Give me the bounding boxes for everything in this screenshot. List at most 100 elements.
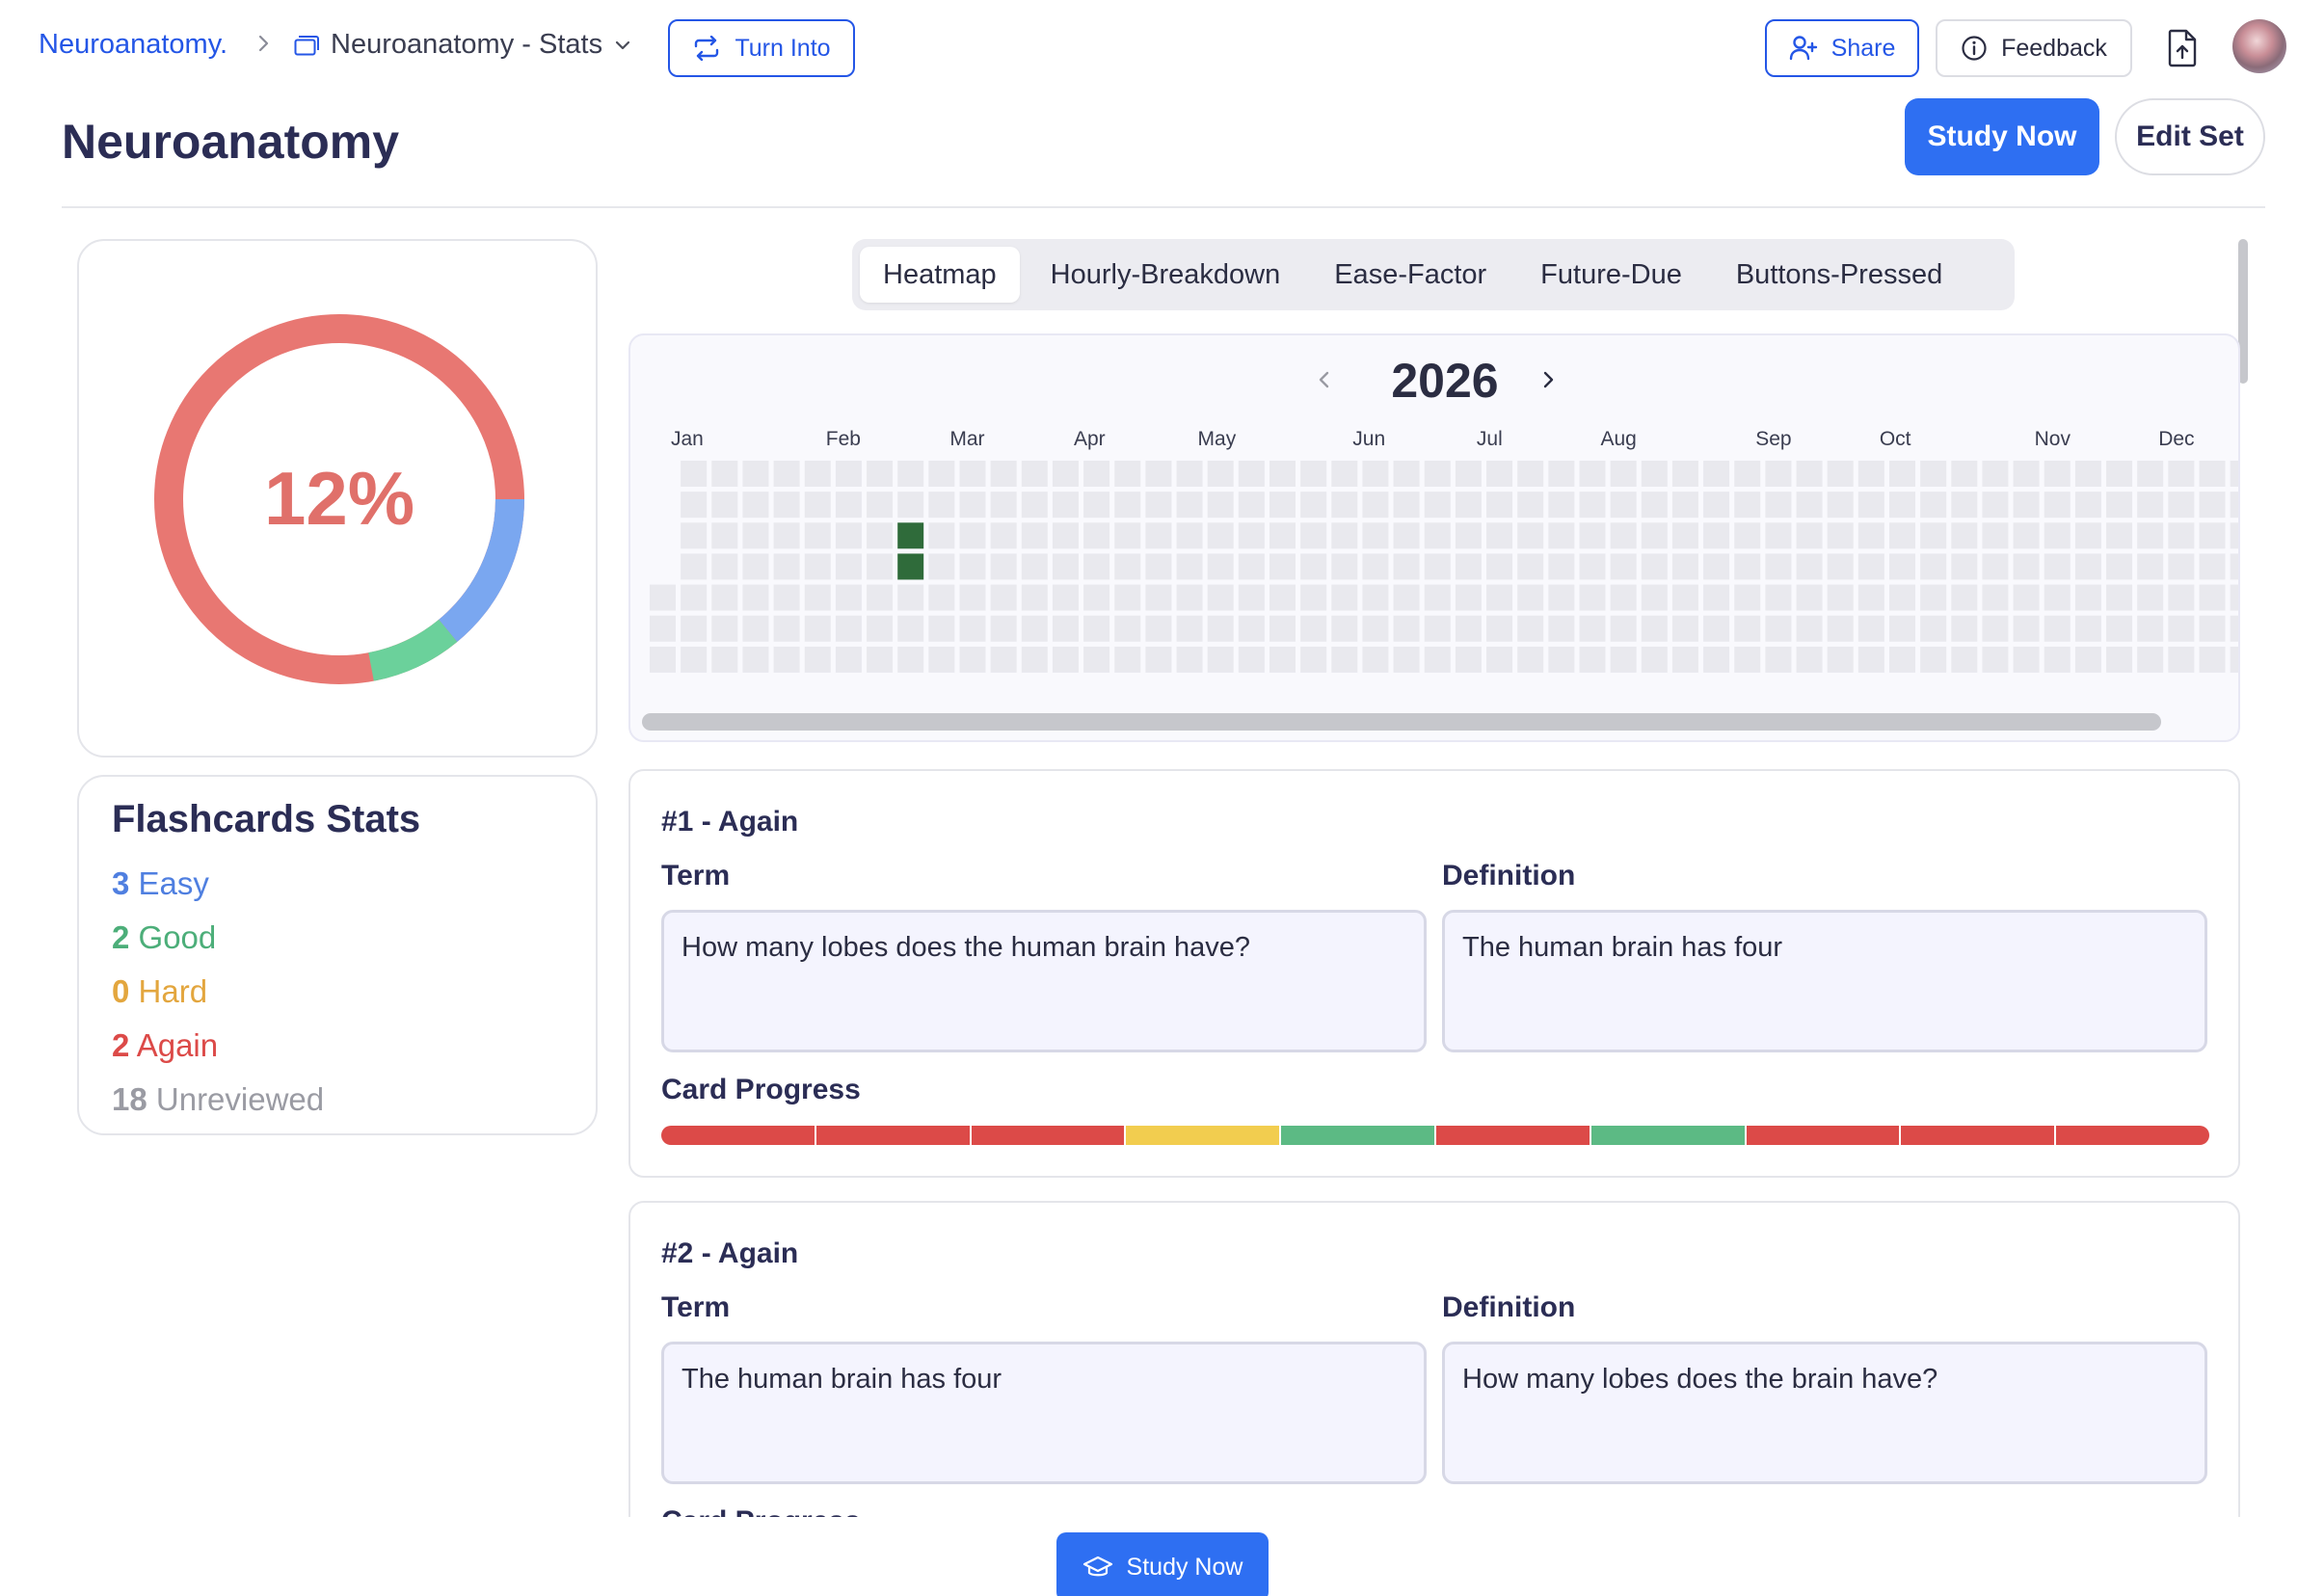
heatmap-day[interactable] xyxy=(1827,553,1854,580)
heatmap-day[interactable] xyxy=(2230,461,2240,487)
heatmap-day[interactable] xyxy=(990,492,1017,519)
heatmap-day[interactable] xyxy=(1796,492,1823,519)
heatmap-day[interactable] xyxy=(1238,584,1265,611)
heatmap-day[interactable] xyxy=(1610,522,1637,549)
term-field[interactable]: How many lobes does the human brain have… xyxy=(661,910,1427,1052)
chevron-right-icon[interactable] xyxy=(1535,366,1562,393)
heatmap-day[interactable] xyxy=(1579,646,1606,673)
heatmap-day[interactable] xyxy=(681,492,708,519)
heatmap-day[interactable] xyxy=(2137,646,2164,673)
heatmap-day[interactable] xyxy=(835,553,862,580)
share-button[interactable]: Share xyxy=(1765,19,1919,77)
heatmap-day[interactable] xyxy=(835,646,862,673)
heatmap-day[interactable] xyxy=(1734,492,1761,519)
heatmap-day[interactable] xyxy=(1362,461,1389,487)
heatmap-day[interactable] xyxy=(1579,584,1606,611)
heatmap-day[interactable] xyxy=(1207,461,1234,487)
heatmap-day[interactable] xyxy=(1269,553,1296,580)
heatmap-day[interactable] xyxy=(1300,492,1327,519)
heatmap-day[interactable] xyxy=(1021,646,1048,673)
heatmap-day[interactable] xyxy=(2106,553,2133,580)
heatmap-day[interactable] xyxy=(1455,522,1482,549)
heatmap-day[interactable] xyxy=(2013,646,2040,673)
heatmap-day[interactable] xyxy=(2106,461,2133,487)
heatmap-day[interactable] xyxy=(1114,615,1141,642)
heatmap-day[interactable] xyxy=(1455,584,1482,611)
heatmap-day[interactable] xyxy=(1548,492,1575,519)
heatmap-day[interactable] xyxy=(1393,492,1420,519)
heatmap-day[interactable] xyxy=(1982,646,2009,673)
heatmap-day[interactable] xyxy=(1857,615,1884,642)
heatmap-day[interactable] xyxy=(1734,615,1761,642)
heatmap-day[interactable] xyxy=(1207,522,1234,549)
heatmap-day[interactable] xyxy=(2168,584,2195,611)
heatmap-day[interactable] xyxy=(1238,522,1265,549)
tab-heatmap[interactable]: Heatmap xyxy=(860,247,1020,303)
heatmap-day[interactable] xyxy=(1671,553,1698,580)
heatmap-day[interactable] xyxy=(2044,615,2071,642)
heatmap-day[interactable] xyxy=(1920,461,1947,487)
heatmap-day[interactable] xyxy=(773,461,800,487)
heatmap-day[interactable] xyxy=(1393,584,1420,611)
heatmap-day[interactable] xyxy=(1610,553,1637,580)
heatmap-day[interactable] xyxy=(2013,584,2040,611)
heatmap-day[interactable] xyxy=(928,584,955,611)
heatmap-day[interactable] xyxy=(1857,492,1884,519)
heatmap-day[interactable] xyxy=(1238,646,1265,673)
heatmap-day[interactable] xyxy=(1145,522,1172,549)
heatmap-day[interactable] xyxy=(2044,492,2071,519)
heatmap-day[interactable] xyxy=(1207,615,1234,642)
heatmap-day[interactable] xyxy=(1300,615,1327,642)
heatmap-day[interactable] xyxy=(1269,461,1296,487)
heatmap-day[interactable] xyxy=(835,615,862,642)
heatmap-day[interactable] xyxy=(711,584,738,611)
heatmap-day[interactable] xyxy=(928,553,955,580)
heatmap-day[interactable] xyxy=(1145,646,1172,673)
heatmap-day[interactable] xyxy=(2106,584,2133,611)
heatmap-day[interactable] xyxy=(1052,646,1079,673)
avatar[interactable] xyxy=(2232,19,2286,73)
heatmap-day[interactable] xyxy=(1021,584,1048,611)
heatmap-day[interactable] xyxy=(1238,492,1265,519)
heatmap-day[interactable] xyxy=(2013,461,2040,487)
heatmap-day[interactable] xyxy=(1982,584,2009,611)
heatmap-day[interactable] xyxy=(2044,584,2071,611)
heatmap-day[interactable] xyxy=(1703,461,1730,487)
heatmap-day[interactable] xyxy=(1331,492,1358,519)
heatmap-day[interactable] xyxy=(990,584,1017,611)
heatmap-day[interactable] xyxy=(897,615,924,642)
heatmap-day[interactable] xyxy=(1982,553,2009,580)
heatmap-day[interactable] xyxy=(1951,522,1978,549)
heatmap-day[interactable] xyxy=(2168,553,2195,580)
heatmap-day[interactable] xyxy=(1548,615,1575,642)
heatmap-day[interactable] xyxy=(1703,553,1730,580)
heatmap-day[interactable] xyxy=(681,553,708,580)
heatmap-day[interactable] xyxy=(1052,522,1079,549)
heatmap-day[interactable] xyxy=(2230,646,2240,673)
heatmap-day[interactable] xyxy=(1765,584,1792,611)
heatmap-day[interactable] xyxy=(2199,553,2226,580)
heatmap-day[interactable] xyxy=(1920,584,1947,611)
heatmap-day[interactable] xyxy=(1424,522,1451,549)
heatmap-day[interactable] xyxy=(1238,615,1265,642)
heatmap-day[interactable] xyxy=(1579,553,1606,580)
heatmap-day[interactable] xyxy=(1889,461,1915,487)
heatmap-day[interactable] xyxy=(1052,584,1079,611)
heatmap-day[interactable] xyxy=(1517,492,1544,519)
heatmap-day[interactable] xyxy=(773,584,800,611)
heatmap-day[interactable] xyxy=(1765,492,1792,519)
heatmap-day[interactable] xyxy=(959,615,986,642)
heatmap-day[interactable] xyxy=(650,584,676,611)
heatmap-day[interactable] xyxy=(1486,522,1513,549)
heatmap-day[interactable] xyxy=(1857,584,1884,611)
heatmap-day[interactable] xyxy=(1486,553,1513,580)
heatmap-day[interactable] xyxy=(990,646,1017,673)
heatmap-day[interactable] xyxy=(1548,646,1575,673)
heatmap-day[interactable] xyxy=(1176,522,1203,549)
breadcrumb-root-link[interactable]: Neuroanatomy. xyxy=(39,29,228,60)
heatmap-day[interactable] xyxy=(1765,461,1792,487)
heatmap-day[interactable] xyxy=(1300,584,1327,611)
heatmap-day[interactable] xyxy=(804,584,831,611)
heatmap-day[interactable] xyxy=(711,461,738,487)
heatmap-day[interactable] xyxy=(1703,584,1730,611)
